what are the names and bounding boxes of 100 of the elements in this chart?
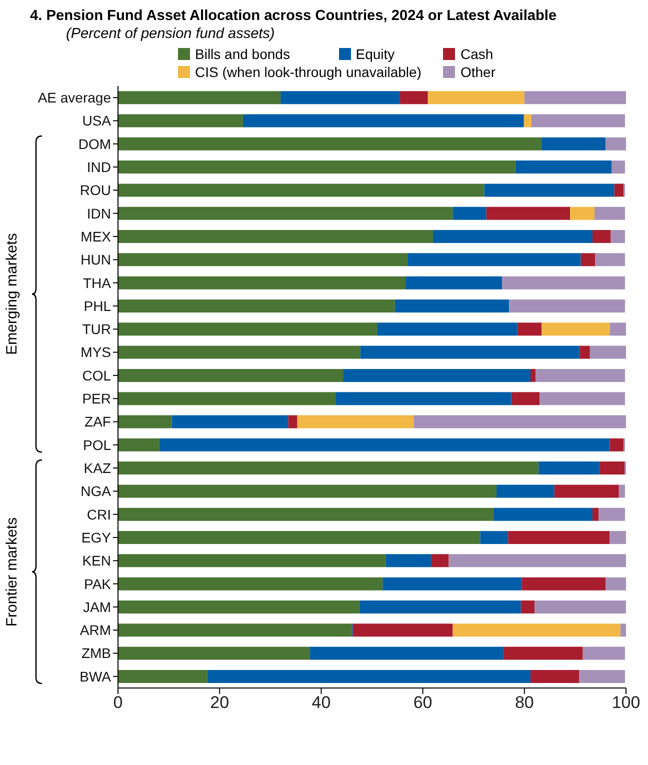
bar xyxy=(352,624,453,637)
bar xyxy=(582,646,625,660)
bar xyxy=(542,322,610,336)
bar xyxy=(118,554,386,568)
bar xyxy=(580,253,596,266)
y-tick-label: JAM xyxy=(83,598,111,615)
y-tick-label: MEX xyxy=(80,228,112,244)
bar xyxy=(343,368,530,382)
bar xyxy=(408,253,581,266)
bar xyxy=(522,577,606,590)
bar xyxy=(520,600,535,614)
bar xyxy=(118,137,542,150)
bar xyxy=(118,91,281,104)
bar xyxy=(428,91,524,104)
bar xyxy=(620,624,626,637)
legend-label: Bills and bonds xyxy=(195,46,290,62)
bar xyxy=(493,508,592,521)
bar xyxy=(524,114,532,128)
bar xyxy=(118,346,360,359)
y-tick-label: KAZ xyxy=(84,460,112,476)
y-tick-label: KEN xyxy=(82,552,111,569)
y-tick-label: USA xyxy=(82,112,112,129)
bar xyxy=(382,577,522,590)
bar xyxy=(359,600,521,614)
bar xyxy=(614,184,624,197)
bar xyxy=(590,346,626,359)
y-tick-label: ARM xyxy=(80,622,111,638)
bar xyxy=(386,554,431,568)
bar xyxy=(118,114,243,128)
bar xyxy=(606,577,626,590)
y-tick-label: COL xyxy=(82,367,112,384)
x-tick-label: 40 xyxy=(312,693,331,712)
bar xyxy=(532,114,625,128)
bar xyxy=(610,531,626,544)
bar xyxy=(517,322,542,336)
bar xyxy=(118,484,496,498)
bar xyxy=(414,415,626,428)
bar xyxy=(579,670,625,683)
y-tick-label: THA xyxy=(83,274,112,291)
bar xyxy=(530,670,580,683)
bar xyxy=(118,646,310,660)
bar xyxy=(594,206,625,220)
bar xyxy=(159,438,610,452)
bar xyxy=(118,160,516,174)
bar xyxy=(509,299,625,312)
bar xyxy=(554,484,619,498)
x-tick-label: 100 xyxy=(612,693,640,712)
bar xyxy=(486,206,570,220)
bar xyxy=(448,554,626,568)
bar xyxy=(207,670,530,683)
bar xyxy=(524,91,626,104)
bar xyxy=(118,577,383,590)
bar xyxy=(172,415,288,428)
bar xyxy=(508,531,610,544)
y-tick-label: HUN xyxy=(80,252,111,268)
bar xyxy=(118,438,160,452)
bar xyxy=(610,230,625,244)
y-tick-label: IND xyxy=(86,159,111,176)
bar xyxy=(118,508,494,521)
bar xyxy=(536,368,625,382)
legend-label: Cash xyxy=(460,46,494,62)
chart-title: 4. Pension Fund Asset Allocation across Countries, 2024 or Latest Available xyxy=(30,8,558,24)
bar xyxy=(118,392,336,406)
legend-label: Equity xyxy=(356,46,395,62)
bar xyxy=(310,646,504,660)
bar xyxy=(360,346,580,359)
y-tick-label: ZAF xyxy=(84,414,111,430)
bar xyxy=(288,415,298,428)
bar xyxy=(400,91,428,104)
bar xyxy=(511,392,540,406)
bar xyxy=(618,484,625,498)
y-tick-label: ROU xyxy=(80,182,111,198)
y-tick-label: MYS xyxy=(80,344,111,360)
text: Emerging markets xyxy=(4,234,20,356)
bar xyxy=(541,137,606,150)
bar xyxy=(452,624,620,637)
text: Frontier markets xyxy=(4,518,20,627)
bar xyxy=(612,160,625,174)
bar xyxy=(592,508,599,521)
bar xyxy=(118,184,484,197)
legend-label: Other xyxy=(460,64,496,80)
x-tick-label: 20 xyxy=(210,693,230,712)
bar xyxy=(503,646,583,660)
bar xyxy=(242,114,524,128)
y-tick-label: TUR xyxy=(82,321,111,338)
bar xyxy=(118,624,352,637)
bar xyxy=(540,392,625,406)
y-tick-label: NGA xyxy=(80,483,112,500)
bar xyxy=(118,276,406,290)
y-tick-label: IDN xyxy=(86,205,111,222)
bar xyxy=(406,276,502,290)
bar xyxy=(118,299,395,312)
bar xyxy=(579,346,590,359)
bar xyxy=(118,415,172,428)
bar xyxy=(595,253,625,266)
chart-subtitle: (Percent of pension fund assets) xyxy=(66,26,276,42)
bar xyxy=(515,160,612,174)
y-tick-label: CRI xyxy=(86,506,111,522)
y-tick-label: EGY xyxy=(81,529,112,546)
bar xyxy=(118,253,408,266)
